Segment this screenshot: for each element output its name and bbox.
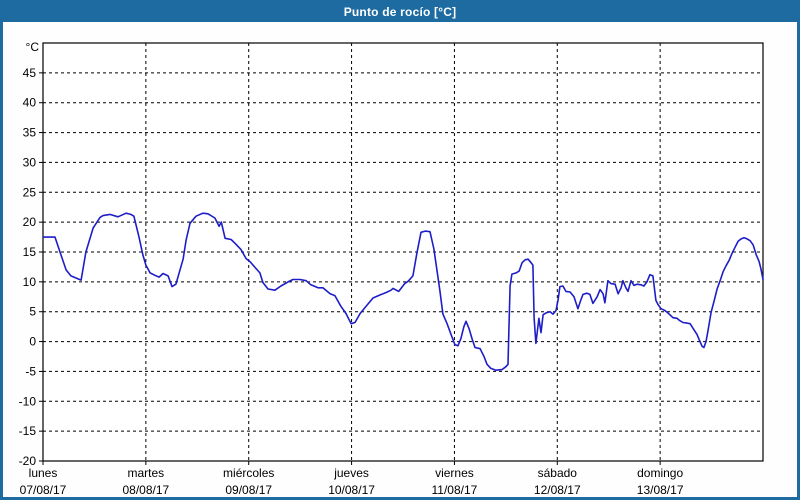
day-name-label: martes — [128, 466, 165, 480]
day-name-label: jueves — [333, 466, 369, 480]
y-axis-unit-label: °C — [26, 40, 40, 54]
dew-point-series-line — [42, 212, 764, 372]
day-name-label: miércoles — [223, 466, 274, 480]
y-tick-label: 20 — [23, 215, 37, 229]
day-name-label: domingo — [637, 466, 683, 480]
day-date-label: 09/08/17 — [225, 483, 272, 497]
day-name-label: lunes — [29, 466, 58, 480]
day-date-label: 13/08/17 — [637, 483, 684, 497]
y-tick-label: 25 — [23, 185, 37, 199]
y-tick-label: 10 — [23, 275, 37, 289]
chart-area: 45 40 35 30 25 20 15 10 5 0 -5 -10 -15 -20 °C lunes 07/0… — [6, 25, 794, 497]
day-name-label: viernes — [435, 466, 474, 480]
y-tick-label: 45 — [23, 66, 37, 80]
y-tick-label: 15 — [23, 245, 37, 259]
y-tick-label: 30 — [23, 155, 37, 169]
day-date-label: 12/08/17 — [534, 483, 581, 497]
y-tick-label: 40 — [23, 96, 37, 110]
dew-point-line-chart: 45 40 35 30 25 20 15 10 5 0 -5 -10 -15 -20 °C lunes 07/0… — [19, 40, 764, 497]
day-date-label: 10/08/17 — [328, 483, 375, 497]
y-tick-label: -20 — [19, 454, 37, 468]
y-tick-label: -15 — [19, 424, 37, 438]
plot-border — [42, 42, 764, 462]
y-tick-label: 35 — [23, 126, 37, 140]
y-tick-label: -5 — [25, 364, 36, 378]
y-tick-label: 0 — [29, 335, 36, 349]
title-bar: Punto de rocío [°C] — [3, 3, 797, 22]
day-name-label: sábado — [538, 466, 578, 480]
y-tick-label: -10 — [19, 394, 37, 408]
day-date-label: 08/08/17 — [122, 483, 169, 497]
chart-title: Punto de rocío [°C] — [343, 5, 457, 19]
day-date-label: 11/08/17 — [432, 483, 478, 497]
day-date-label: 07/08/17 — [20, 483, 67, 497]
y-tick-label: 5 — [29, 305, 36, 319]
